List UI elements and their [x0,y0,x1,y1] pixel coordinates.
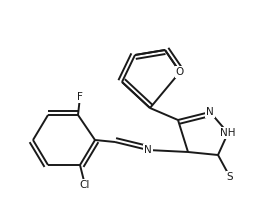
Text: F: F [77,92,83,102]
Text: N: N [206,107,214,117]
Text: S: S [227,172,233,182]
Text: N: N [144,145,152,155]
Text: Cl: Cl [80,180,90,190]
Text: O: O [176,67,184,77]
Text: NH: NH [220,128,236,138]
